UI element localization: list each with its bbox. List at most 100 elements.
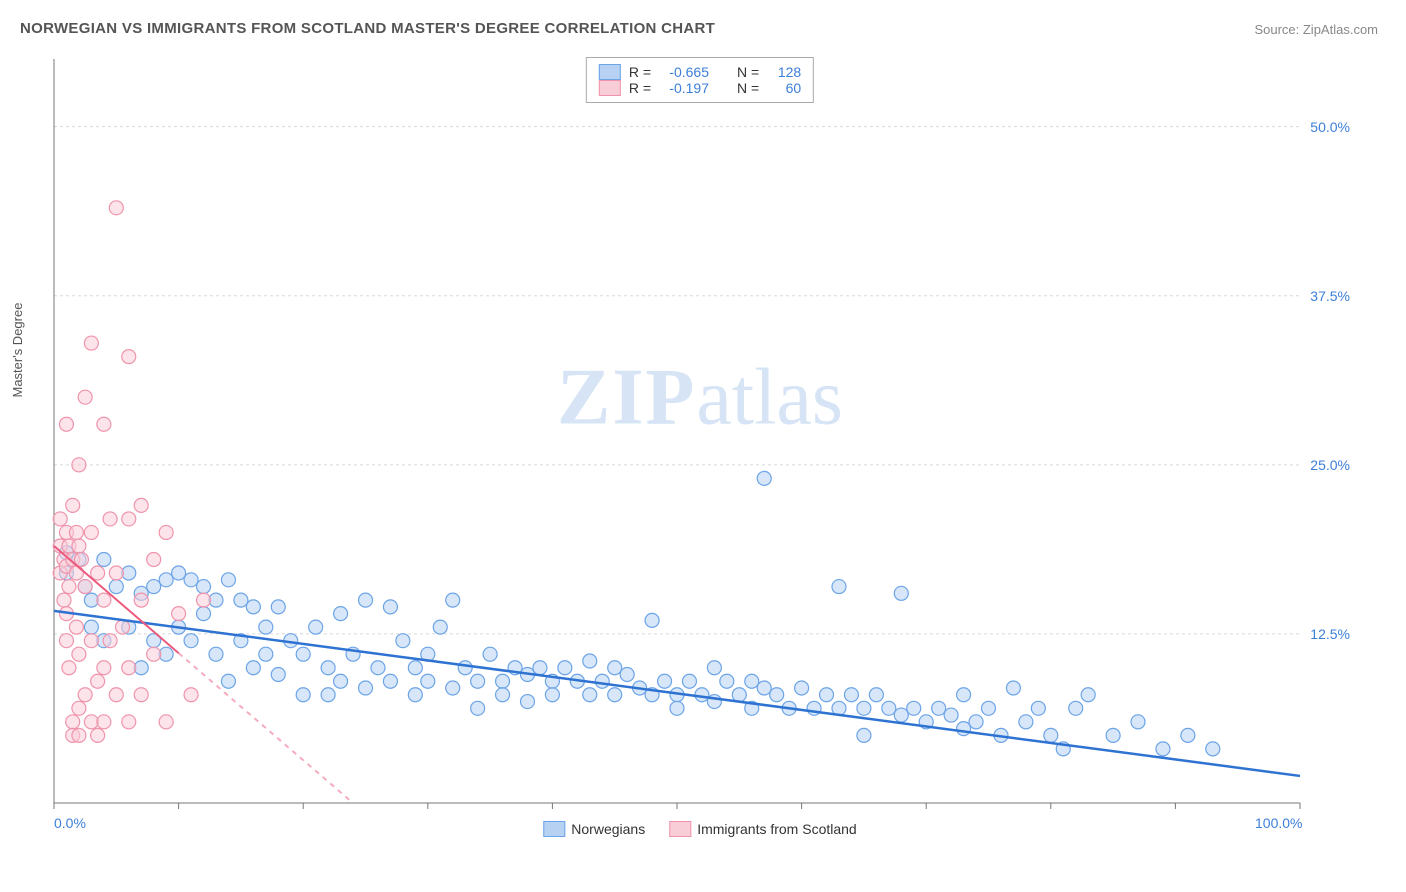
scatter-point (1131, 715, 1145, 729)
scatter-point (72, 539, 86, 553)
scatter-point (932, 701, 946, 715)
scatter-point (869, 688, 883, 702)
scatter-point (72, 647, 86, 661)
scatter-point (259, 620, 273, 634)
scatter-point (84, 634, 98, 648)
scatter-point (757, 471, 771, 485)
r-label: R = (629, 80, 651, 96)
scatter-point (69, 620, 83, 634)
n-label: N = (737, 80, 759, 96)
scatter-point (172, 566, 186, 580)
scatter-point (172, 607, 186, 621)
scatter-point (197, 593, 211, 607)
scatter-point (66, 498, 80, 512)
y-axis-label: Master's Degree (10, 303, 25, 398)
scatter-point (820, 688, 834, 702)
scatter-point (1006, 681, 1020, 695)
scatter-point (334, 607, 348, 621)
scatter-point (97, 715, 111, 729)
scatter-point (91, 728, 105, 742)
stats-row: R = -0.665 N = 128 (599, 64, 801, 80)
scatter-point (857, 728, 871, 742)
scatter-point (59, 634, 73, 648)
scatter-point (1081, 688, 1095, 702)
scatter-point (84, 620, 98, 634)
scatter-point (97, 553, 111, 567)
scatter-point (78, 390, 92, 404)
scatter-point (159, 715, 173, 729)
x-tick-label: 100.0% (1255, 815, 1302, 831)
stats-row: R = -0.197 N = 60 (599, 80, 801, 96)
scatter-point (471, 701, 485, 715)
scatter-point (446, 593, 460, 607)
scatter-point (84, 336, 98, 350)
scatter-point (383, 674, 397, 688)
scatter-point (496, 688, 510, 702)
scatter-point (396, 634, 410, 648)
scatter-point (97, 417, 111, 431)
scatter-point (545, 688, 559, 702)
swatch-icon (543, 821, 565, 837)
scatter-point (97, 661, 111, 675)
scatter-point (69, 525, 83, 539)
scatter-point (595, 674, 609, 688)
scatter-point (844, 688, 858, 702)
scatter-point (583, 688, 597, 702)
scatter-point (1069, 701, 1083, 715)
trend-line (54, 611, 1300, 776)
scatter-point (1106, 728, 1120, 742)
scatter-point (271, 600, 285, 614)
y-tick-label: 25.0% (1310, 457, 1350, 473)
scatter-point (109, 688, 123, 702)
scatter-point (620, 667, 634, 681)
scatter-point (184, 634, 198, 648)
scatter-point (446, 681, 460, 695)
scatter-point (197, 580, 211, 594)
scatter-point (882, 701, 896, 715)
legend-item: Immigrants from Scotland (669, 821, 857, 837)
scatter-point (159, 573, 173, 587)
scatter-point (309, 620, 323, 634)
scatter-point (670, 701, 684, 715)
scatter-point (134, 593, 148, 607)
n-label: N = (737, 64, 759, 80)
scatter-point (707, 661, 721, 675)
scatter-point (97, 593, 111, 607)
scatter-point (695, 688, 709, 702)
scatter-point (982, 701, 996, 715)
scatter-point (496, 674, 510, 688)
scatter-plot (50, 55, 1350, 835)
scatter-point (66, 715, 80, 729)
scatter-point (408, 661, 422, 675)
scatter-point (608, 688, 622, 702)
scatter-point (757, 681, 771, 695)
scatter-point (62, 580, 76, 594)
scatter-point (682, 674, 696, 688)
scatter-point (1181, 728, 1195, 742)
n-value: 128 (767, 64, 801, 80)
scatter-point (221, 674, 235, 688)
scatter-point (894, 708, 908, 722)
scatter-point (1031, 701, 1045, 715)
scatter-point (321, 661, 335, 675)
r-value: -0.197 (659, 80, 709, 96)
scatter-point (122, 350, 136, 364)
scatter-point (134, 688, 148, 702)
scatter-point (969, 715, 983, 729)
y-tick-label: 12.5% (1310, 626, 1350, 642)
scatter-point (471, 674, 485, 688)
scatter-point (184, 688, 198, 702)
chart-title: NORWEGIAN VS IMMIGRANTS FROM SCOTLAND MA… (20, 20, 715, 37)
scatter-point (359, 681, 373, 695)
scatter-point (795, 681, 809, 695)
n-value: 60 (767, 80, 801, 96)
scatter-point (221, 573, 235, 587)
scatter-point (296, 688, 310, 702)
scatter-point (408, 688, 422, 702)
scatter-point (745, 674, 759, 688)
scatter-point (558, 661, 572, 675)
scatter-point (109, 580, 123, 594)
scatter-point (1206, 742, 1220, 756)
scatter-point (533, 661, 547, 675)
r-label: R = (629, 64, 651, 80)
